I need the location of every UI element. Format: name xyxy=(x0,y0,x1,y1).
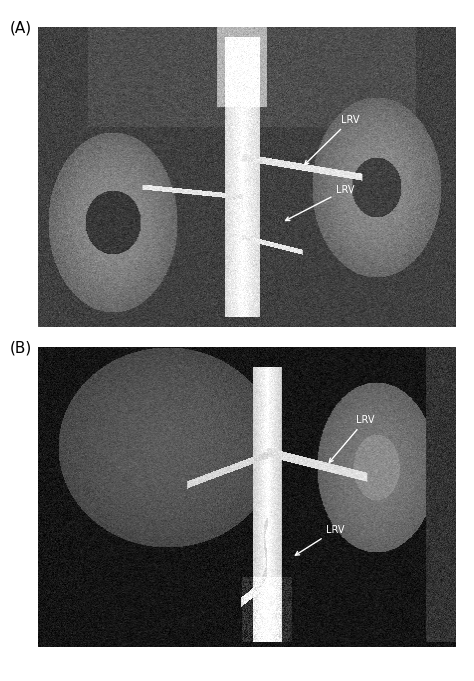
Text: LRV: LRV xyxy=(295,524,345,555)
Text: LRV: LRV xyxy=(305,114,360,165)
Text: LRV: LRV xyxy=(285,185,355,221)
Text: LRV: LRV xyxy=(329,415,375,462)
Text: (A): (A) xyxy=(9,20,32,35)
Text: (B): (B) xyxy=(9,340,32,355)
